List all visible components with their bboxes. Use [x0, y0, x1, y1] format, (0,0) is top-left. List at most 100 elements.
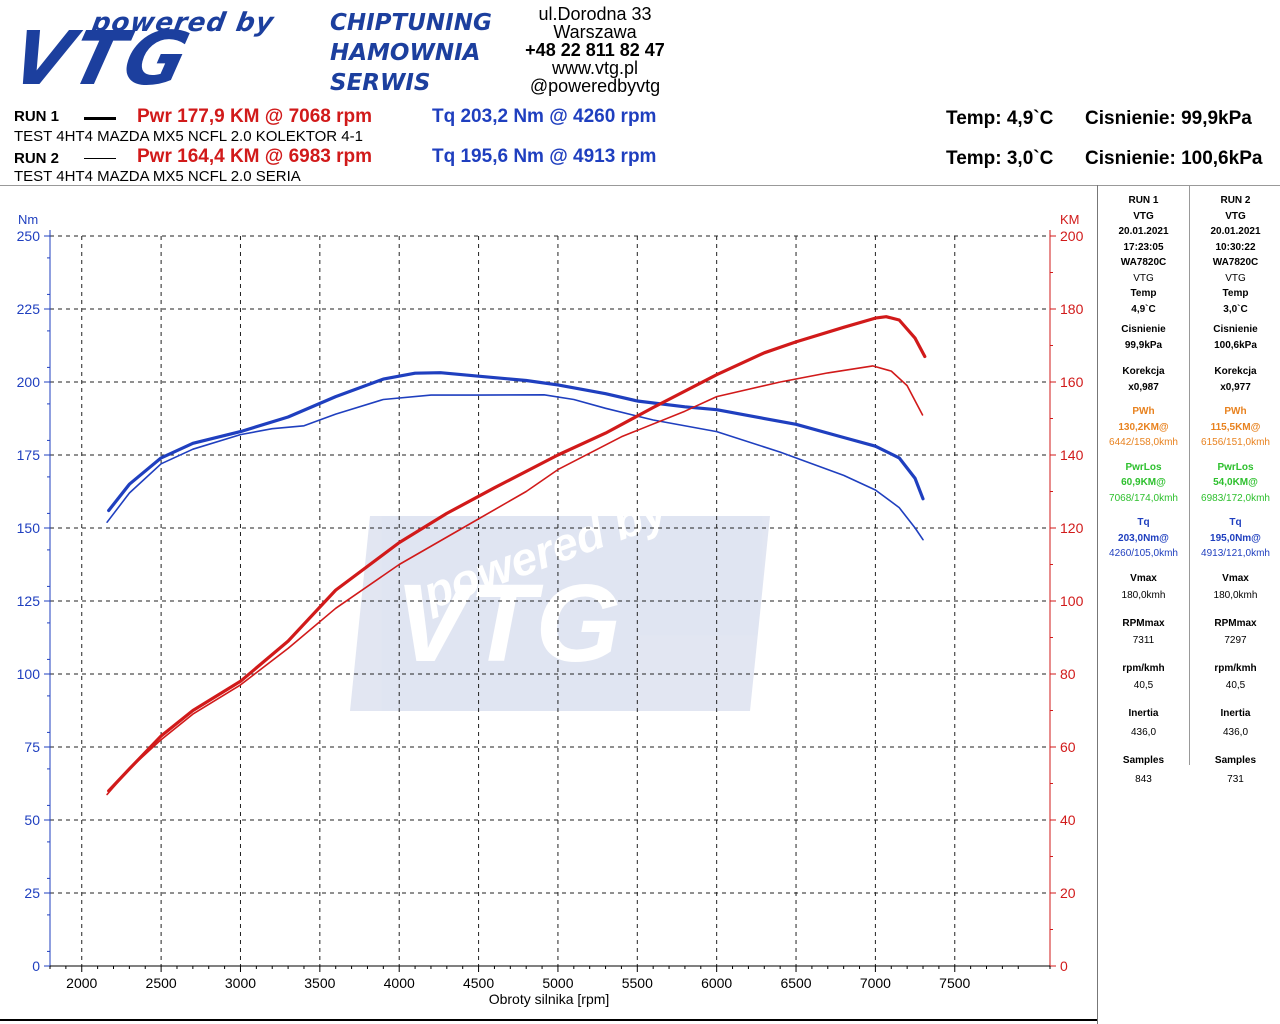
run2-torque-curve	[106, 394, 924, 541]
detail-press: 99,9kPa	[1124, 339, 1163, 351]
detail-rpmmax: 7297	[1224, 635, 1247, 646]
y-left-tick-label: 25	[24, 885, 40, 901]
detail-shop: VTG	[1225, 210, 1246, 222]
detail-pwh: 115,5KM@	[1210, 421, 1261, 433]
run2-torque: Tq 195,6 Nm @ 4913 rpm	[432, 146, 657, 167]
service-hamownia: HAMOWNIA	[330, 40, 481, 66]
run1-torque: Tq 203,2 Nm @ 4260 rpm	[432, 106, 657, 127]
y-left-tick-label: 175	[17, 447, 41, 463]
address-social: @poweredbyvtg	[529, 76, 661, 96]
detail-temp: 3,0`C	[1223, 303, 1248, 315]
x-tick-label: 4500	[463, 975, 494, 991]
bottom-divider	[0, 1019, 1097, 1021]
y-right-tick-label: 60	[1060, 739, 1076, 755]
detail-shop2: VTG	[1225, 272, 1246, 284]
detail-title: RUN 2	[1220, 195, 1251, 206]
service-chiptuning: CHIPTUNING	[330, 10, 492, 36]
x-tick-label: 2500	[146, 975, 177, 991]
detail-vmax-label: Vmax	[1222, 572, 1249, 584]
y-right-tick-label: 100	[1060, 593, 1084, 609]
y-right-tick-label: 40	[1060, 812, 1076, 828]
run2-label: RUN 2	[14, 150, 60, 167]
y-right-tick-label: 20	[1060, 885, 1076, 901]
detail-pwrlos: 54,0KM@	[1213, 477, 1258, 488]
detail-press-label: Cisnienie	[1121, 324, 1166, 335]
detail-temp: 4,9`C	[1131, 303, 1156, 315]
run2-temp: Temp: 3,0`C	[946, 148, 1054, 169]
run2-power: Pwr 164,4 KM @ 6983 rpm	[137, 146, 373, 167]
x-tick-label: 2000	[66, 975, 97, 991]
detail-pwrlos-label: PwrLos	[1217, 461, 1254, 473]
detail-pwh-label: PWh	[1132, 406, 1155, 417]
detail-rpmkmh-label: rpm/kmh	[1214, 662, 1257, 674]
chart-grid	[50, 235, 1050, 966]
y-right-tick-label: 120	[1060, 520, 1084, 536]
detail-pwrlos: 60,9KM@	[1121, 477, 1166, 488]
x-tick-label: 4000	[384, 975, 415, 991]
detail-vmax: 180,0kmh	[1213, 590, 1258, 601]
run1-details: RUN 1 VTG 20.01.2021 17:23:05 WA7820C VT…	[1098, 193, 1189, 788]
address-city: Warszawa	[553, 22, 637, 42]
y-left-tick-label: 225	[17, 301, 41, 317]
x-tick-label: 5000	[542, 975, 573, 991]
run1-pressure: Cisnienie: 99,9kPa	[1085, 108, 1252, 129]
detail-inertia: 436,0	[1130, 727, 1157, 738]
table-divider	[1189, 185, 1190, 765]
detail-rpmmax-label: RPMmax	[1122, 617, 1165, 629]
detail-corr: x0,977	[1220, 381, 1251, 393]
y-left-tick-label: 75	[24, 739, 40, 755]
run1-power-curve	[107, 315, 927, 793]
detail-pwrlos-label: PwrLos	[1125, 461, 1162, 473]
x-axis-label: Obroty silnika [rpm]	[489, 991, 610, 1007]
detail-rpmkmh: 40,5	[1133, 680, 1154, 691]
x-tick-label: 7500	[939, 975, 970, 991]
y-right-tick-label: 200	[1060, 228, 1084, 244]
detail-tq: 203,0Nm@	[1118, 532, 1169, 544]
detail-inertia-label: Inertia	[1128, 707, 1159, 719]
chart-curves	[106, 315, 927, 796]
detail-vmax: 180,0kmh	[1121, 590, 1166, 601]
detail-temp-label: Temp	[1222, 288, 1249, 299]
detail-pwrlos-at: 7068/174,0kmh	[1109, 492, 1178, 504]
detail-time: 10:30:22	[1215, 241, 1256, 253]
run1-legend-line	[84, 117, 116, 120]
detail-pwh: 130,2KM@	[1118, 421, 1169, 433]
detail-pwh-at: 6156/151,0kmh	[1201, 437, 1270, 448]
run-details-table: RUN 1 VTG 20.01.2021 17:23:05 WA7820C VT…	[1097, 185, 1280, 1024]
address-phone: +48 22 811 82 47	[525, 40, 665, 60]
svg-text:VTG: VTG	[395, 562, 621, 685]
detail-pwrlos-at: 6983/172,0kmh	[1201, 492, 1270, 504]
y-left-tick-label: 0	[32, 958, 40, 974]
x-tick-label: 3000	[225, 975, 256, 991]
run1-power: Pwr 177,9 KM @ 7068 rpm	[137, 106, 373, 127]
detail-plate: WA7820C	[1212, 257, 1259, 268]
y-right-tick-label: 160	[1060, 374, 1084, 390]
y-right-tick-label: 180	[1060, 301, 1084, 317]
detail-tq-label: Tq	[1229, 517, 1242, 528]
service-serwis: SERWIS	[330, 70, 431, 96]
x-tick-label: 5500	[622, 975, 653, 991]
detail-rpmmax: 7311	[1132, 635, 1155, 646]
chart-axes: 0255075100125150175200225250020406080100…	[17, 228, 1084, 991]
y-left-tick-label: 150	[17, 520, 41, 536]
detail-corr-label: Korekcja	[1214, 366, 1257, 377]
y-right-tick-label: 80	[1060, 666, 1076, 682]
address-block: ul.Dorodna 33 Warszawa +48 22 811 82 47 …	[505, 5, 685, 95]
run1-torque-curve	[107, 371, 925, 513]
detail-tq-at: 4260/105,0kmh	[1109, 548, 1178, 559]
header-divider	[0, 185, 1280, 186]
run1-label: RUN 1	[14, 108, 60, 125]
y-right-axis-label: KM	[1060, 212, 1080, 227]
detail-shop2: VTG	[1133, 272, 1154, 284]
detail-vmax-label: Vmax	[1130, 572, 1157, 584]
detail-date: 20.01.2021	[1210, 226, 1261, 237]
x-tick-label: 6500	[780, 975, 811, 991]
x-tick-label: 7000	[860, 975, 891, 991]
y-left-tick-label: 200	[17, 374, 41, 390]
detail-samples-label: Samples	[1122, 754, 1165, 766]
detail-rpmmax-label: RPMmax	[1214, 617, 1257, 629]
detail-rpmkmh: 40,5	[1225, 680, 1246, 691]
x-tick-label: 3500	[304, 975, 335, 991]
run2-pressure: Cisnienie: 100,6kPa	[1085, 148, 1263, 169]
detail-tq-label: Tq	[1137, 517, 1150, 528]
